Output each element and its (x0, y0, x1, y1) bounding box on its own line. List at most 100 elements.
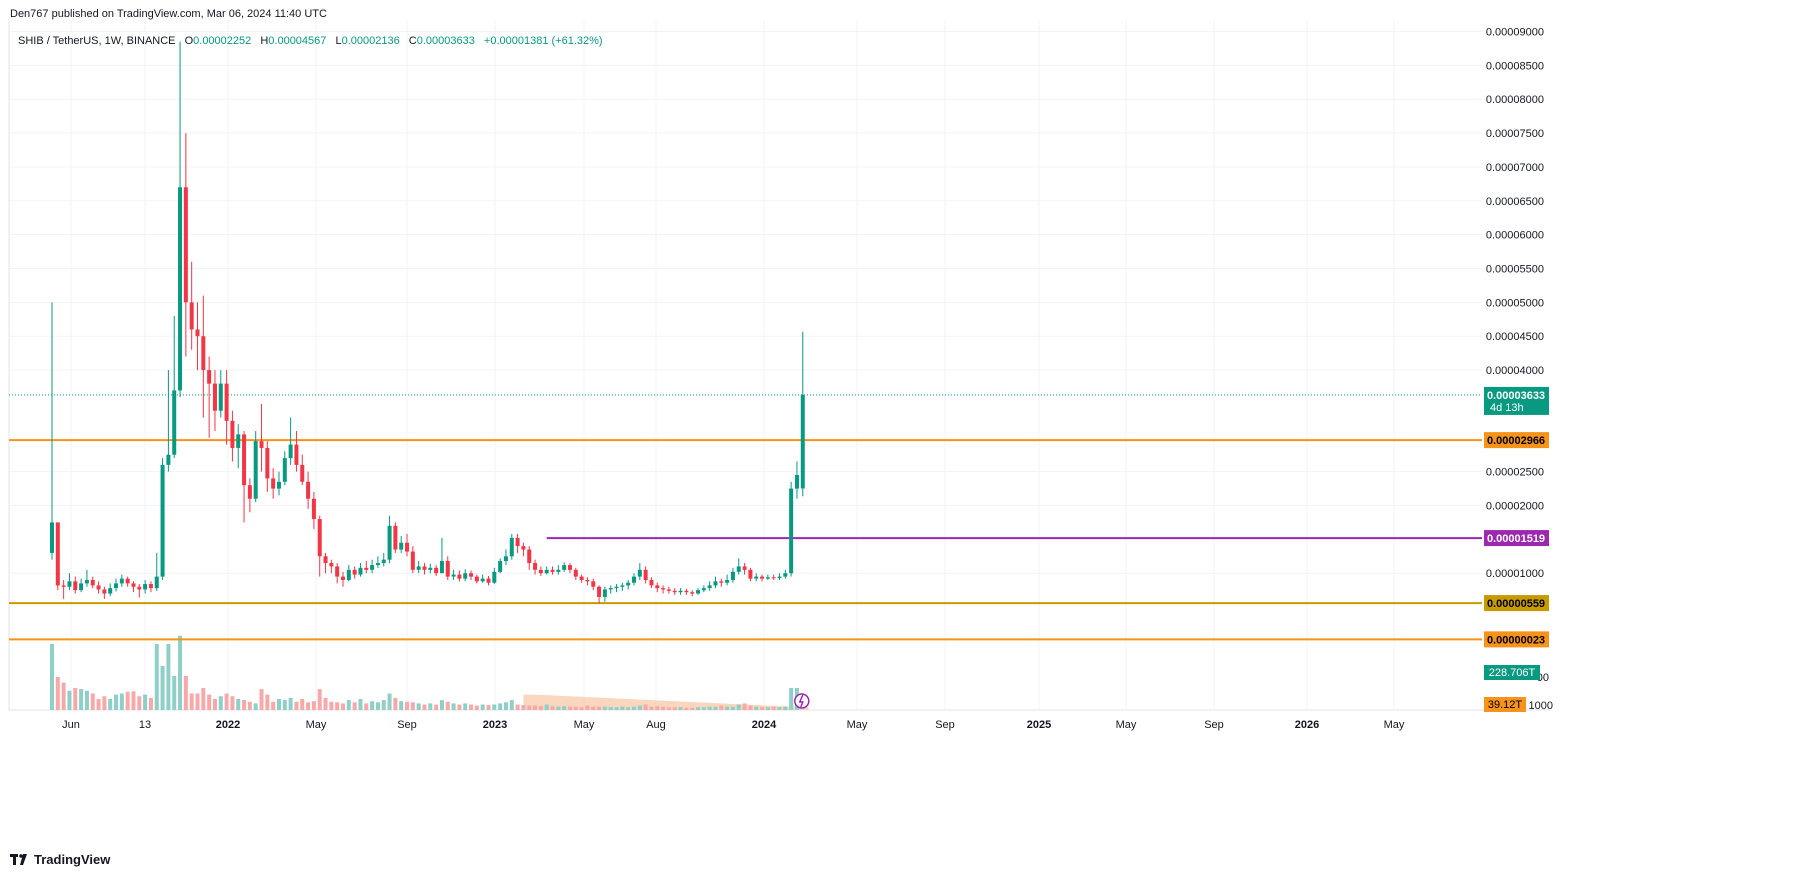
volume-bar (329, 701, 334, 710)
volume-bar (620, 706, 625, 710)
candle-body (527, 549, 532, 564)
volume-bar (183, 675, 188, 710)
candle-body (422, 566, 427, 570)
candle-body (317, 519, 322, 557)
candle-body (393, 525, 398, 550)
volume-bar (242, 700, 247, 710)
volume-bar (375, 702, 380, 710)
candle-body (50, 522, 54, 553)
publisher-line: Den767 published on TradingView.com, Mar… (10, 8, 327, 20)
candle-body (690, 592, 695, 594)
x-tick-label: May (1116, 719, 1137, 731)
candle-body (725, 579, 730, 583)
volume-bar (591, 706, 596, 710)
volume-bar (247, 701, 252, 710)
volume-bar (253, 703, 258, 710)
volume-bar (323, 697, 328, 710)
candle-body (131, 583, 136, 587)
candle-body (410, 551, 415, 570)
candle-body (311, 498, 316, 520)
volume-tag-label: 228.706T (1489, 667, 1536, 679)
volume-bar (341, 703, 345, 710)
candle-body (777, 576, 782, 578)
volume-bar (265, 694, 270, 710)
candle-body (754, 576, 759, 579)
candle-body (137, 586, 142, 590)
candle-body (591, 581, 596, 587)
candle-body (160, 464, 165, 577)
volume-bar (300, 699, 305, 710)
x-tick-label: 13 (139, 719, 151, 731)
y-tick-label: 0.00009000 (1486, 27, 1544, 39)
last-price-label: 0.00003633 (1487, 390, 1545, 402)
volume-bar (108, 699, 113, 710)
volume-bar (131, 691, 136, 710)
volume-bar (90, 693, 95, 710)
volume-bar (410, 702, 415, 710)
candle-body (288, 444, 293, 459)
price-axis: 0.00009000 0.00008500 0.00008000 0.00007500… (1486, 27, 1553, 712)
volume-bar (50, 644, 54, 710)
volume-bar (742, 703, 747, 710)
x-tick-label: 2022 (216, 719, 240, 731)
level-tag (1484, 595, 1549, 612)
candle-body (515, 538, 520, 547)
y-tick-label: 0.00007000 (1486, 162, 1544, 174)
volume-bar (719, 705, 724, 710)
tradingview-logo-icon (10, 853, 27, 865)
volume-bar (498, 703, 503, 710)
volume-tag (1484, 665, 1540, 680)
segment-tag-label: 0.00001519 (1487, 533, 1545, 545)
candle-body (224, 383, 229, 421)
volume-bar (218, 696, 223, 710)
candle-body (230, 420, 235, 448)
y-tick-label: 0.00007500 (1486, 128, 1544, 140)
volume-bar (294, 701, 299, 710)
candle-body (469, 573, 474, 577)
x-tick-label: 2024 (752, 719, 777, 731)
candle-body (73, 581, 78, 591)
x-tick-label: Jun (62, 719, 80, 731)
candle-body (189, 302, 194, 330)
volume-bar (579, 707, 584, 710)
volume-bar (288, 697, 293, 710)
volume-pane (50, 635, 809, 710)
candle-body (632, 576, 636, 583)
countdown-label: 4d 13h (1490, 402, 1524, 414)
level-tag (1484, 631, 1549, 648)
volume-bar (469, 704, 474, 710)
y-tick-label: 0.00004000 (1486, 365, 1544, 377)
candle-body (637, 569, 642, 577)
candle-body (253, 441, 258, 499)
volume-bar (533, 705, 538, 710)
level-tag-label: 0.00002966 (1487, 435, 1545, 447)
y-tick-label: 0.00001000 (1486, 568, 1544, 580)
volume-bar (439, 700, 444, 710)
tradingview-footer[interactable]: TradingView (10, 852, 110, 867)
volume-bar (434, 704, 439, 710)
volume-bar (678, 707, 683, 710)
x-tick-label: 2026 (1295, 719, 1319, 731)
candle-body (533, 563, 538, 570)
volume-ma-tag (1484, 697, 1526, 712)
volume-bar (405, 701, 410, 710)
candle-body (562, 565, 567, 570)
candle-body (748, 569, 753, 579)
volume-bar (463, 703, 468, 710)
candle-body (474, 576, 479, 582)
volume-bar (137, 696, 142, 710)
candle-body (509, 538, 514, 557)
volume-scale-label: 1000 (1529, 700, 1553, 712)
volume-bar (166, 644, 171, 710)
candle-body (166, 454, 171, 465)
volume-bar (672, 707, 677, 710)
volume-bar (649, 706, 654, 710)
volume-bar (143, 694, 148, 710)
volume-bar (701, 707, 706, 710)
volume-bar (480, 704, 485, 710)
candle-body (486, 578, 491, 583)
volume-bar (527, 705, 532, 710)
candle-body (538, 569, 543, 574)
candle-body (125, 578, 130, 584)
